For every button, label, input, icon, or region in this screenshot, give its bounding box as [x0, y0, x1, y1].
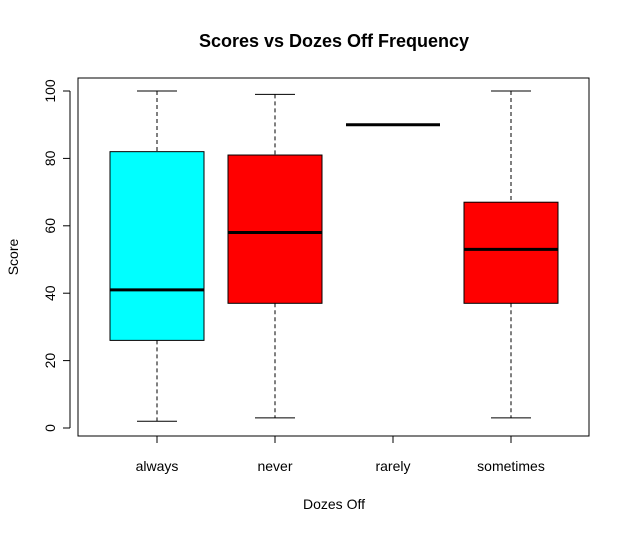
box-always — [109, 90, 205, 422]
x-tick-label: sometimes — [477, 458, 545, 474]
y-tick-label: 0 — [42, 424, 58, 432]
box-group — [109, 90, 559, 422]
y-tick-label: 40 — [42, 285, 58, 301]
y-tick-label: 80 — [42, 150, 58, 166]
x-tick-label: rarely — [375, 458, 410, 474]
x-axis-label: Dozes Off — [303, 496, 365, 512]
x-tick-label: never — [257, 458, 292, 474]
box-sometimes — [463, 90, 559, 419]
box-iqr — [463, 201, 559, 304]
y-tick-label: 20 — [42, 353, 58, 369]
y-axis-label: Score — [5, 239, 21, 276]
chart-title: Scores vs Dozes Off Frequency — [199, 31, 469, 51]
y-tick-label: 100 — [42, 79, 58, 103]
box-never — [227, 93, 323, 419]
box-iqr — [109, 151, 205, 341]
box-iqr — [227, 154, 323, 304]
x-axis: always never rarely sometimes — [136, 435, 545, 474]
y-tick-label: 60 — [42, 218, 58, 234]
x-tick-label: always — [136, 458, 179, 474]
y-axis: 0 20 40 60 80 100 — [42, 79, 71, 432]
